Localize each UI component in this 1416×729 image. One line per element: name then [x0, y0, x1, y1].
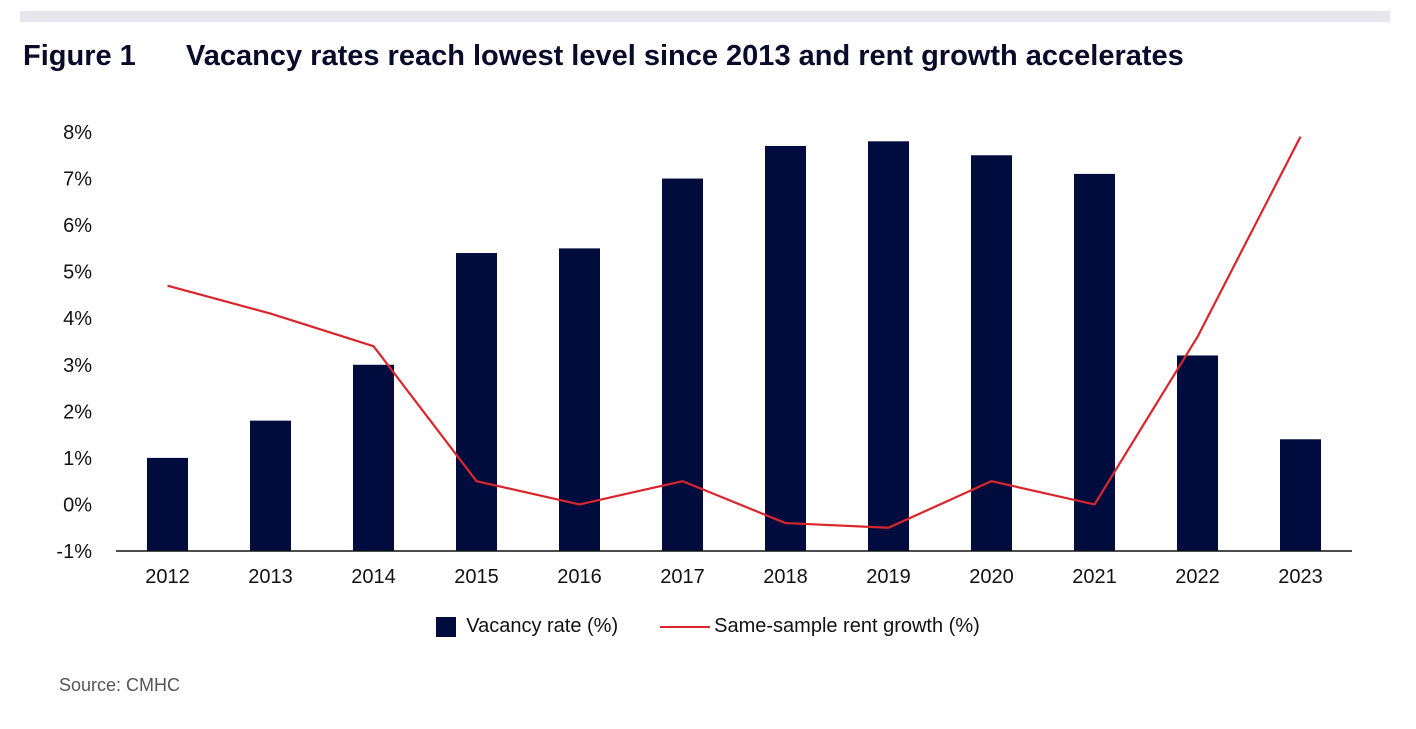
y-tick-label: 0%	[63, 494, 92, 516]
bar-2023	[1280, 439, 1321, 551]
x-tick-label: 2016	[557, 566, 602, 588]
x-tick-label: 2021	[1072, 566, 1117, 588]
y-tick-label: 7%	[63, 169, 92, 191]
bar-series	[147, 141, 1321, 552]
top-rule	[20, 11, 1390, 22]
y-tick-label: 2%	[63, 401, 92, 423]
x-tick-label: 2014	[351, 566, 396, 588]
bar-2016	[559, 248, 600, 551]
legend-item-vacancy: Vacancy rate (%)	[436, 615, 618, 638]
bar-2012	[147, 457, 188, 551]
line-series	[167, 136, 1302, 529]
rent-growth-line	[167, 136, 1302, 529]
bar-2022	[1177, 355, 1218, 551]
source-note: Source: CMHC	[59, 675, 181, 695]
x-tick-label: 2020	[969, 566, 1014, 588]
x-tick-label: 2017	[660, 566, 705, 588]
y-tick-label: 4%	[63, 308, 92, 330]
y-tick-label: -1%	[56, 541, 92, 563]
bar-2019	[868, 141, 909, 552]
legend-item-rent: Same-sample rent growth (%)	[660, 615, 980, 638]
figure-title: Vacancy rates reach lowest level since 2…	[186, 40, 1184, 72]
legend-label-vacancy: Vacancy rate (%)	[466, 615, 619, 637]
figure-label: Figure 1	[23, 40, 136, 72]
x-tick-label: 2018	[763, 566, 808, 588]
chart-legend: Vacancy rate (%) Same-sample rent growth…	[0, 615, 1416, 638]
legend-label-rent: Same-sample rent growth (%)	[714, 615, 980, 637]
x-axis-ticks: 2012 2013 2014 2015 2016 2017 2018 2019 2020 2021…	[145, 566, 1323, 588]
bar-2013	[250, 420, 291, 551]
legend-swatch-bar	[436, 616, 457, 637]
bar-2017	[662, 178, 703, 552]
x-tick-label: 2015	[454, 566, 499, 588]
x-tick-label: 2023	[1278, 566, 1323, 588]
y-tick-label: 5%	[63, 262, 92, 284]
bar-2015	[456, 253, 497, 552]
y-tick-label: 3%	[63, 355, 92, 377]
bar-2021	[1074, 173, 1115, 551]
x-tick-label: 2013	[248, 566, 293, 588]
bar-2020	[971, 155, 1012, 551]
y-tick-label: 1%	[63, 448, 92, 470]
y-axis-ticks: -1% 0% 1% 2% 3% 4% 5% 6% 7% 8%	[56, 122, 92, 563]
bar-2018	[765, 145, 806, 551]
x-tick-label: 2019	[866, 566, 911, 588]
y-tick-label: 6%	[63, 215, 92, 237]
bar-2014	[353, 364, 394, 551]
x-tick-label: 2022	[1175, 566, 1220, 588]
legend-swatch-line	[660, 625, 711, 628]
x-tick-label: 2012	[145, 566, 190, 588]
y-tick-label: 8%	[63, 122, 92, 144]
